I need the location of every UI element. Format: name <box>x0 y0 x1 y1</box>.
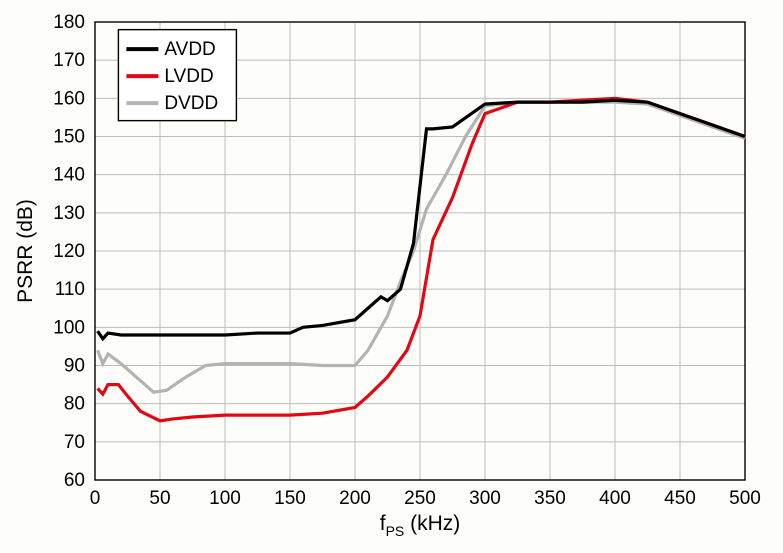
y-tick-label: 80 <box>64 394 85 415</box>
x-tick-label: 200 <box>339 488 371 509</box>
x-tick-label: 300 <box>469 488 501 509</box>
y-tick-label: 100 <box>53 317 85 338</box>
x-tick-label: 100 <box>209 488 241 509</box>
y-tick-label: 130 <box>53 203 85 224</box>
y-axis-label: PSRR (dB) <box>14 199 37 303</box>
x-tick-label: 250 <box>404 488 436 509</box>
x-tick-label: 400 <box>599 488 631 509</box>
y-tick-label: 170 <box>53 50 85 71</box>
x-tick-label: 450 <box>664 488 696 509</box>
y-tick-label: 110 <box>55 279 85 300</box>
y-tick-label: 70 <box>64 432 85 453</box>
psrr-chart: 0 50 100 150 200 250 300 350 400 450 500 60 70 80 90 10… <box>0 0 783 553</box>
x-tick-label: 500 <box>729 488 761 509</box>
chart-svg: 0 50 100 150 200 250 300 350 400 450 500 60 70 80 90 10… <box>0 0 783 553</box>
y-tick-label: 150 <box>53 127 85 148</box>
y-tick-label: 180 <box>53 12 85 33</box>
x-tick-label: 150 <box>274 488 306 509</box>
y-tick-label: 160 <box>53 88 85 109</box>
y-tick-label: 140 <box>53 165 85 186</box>
legend-label-dvdd: DVDD <box>164 93 218 114</box>
legend-label-avdd: AVDD <box>164 39 215 60</box>
x-tick-label: 50 <box>149 488 170 509</box>
y-tick-label: 90 <box>64 356 85 377</box>
y-tick-label: 120 <box>53 241 85 262</box>
y-tick-label: 60 <box>64 470 85 491</box>
x-tick-label: 0 <box>90 488 101 509</box>
x-tick-label: 350 <box>534 488 566 509</box>
legend-label-lvdd: LVDD <box>164 66 213 87</box>
chart-bg <box>0 0 783 553</box>
